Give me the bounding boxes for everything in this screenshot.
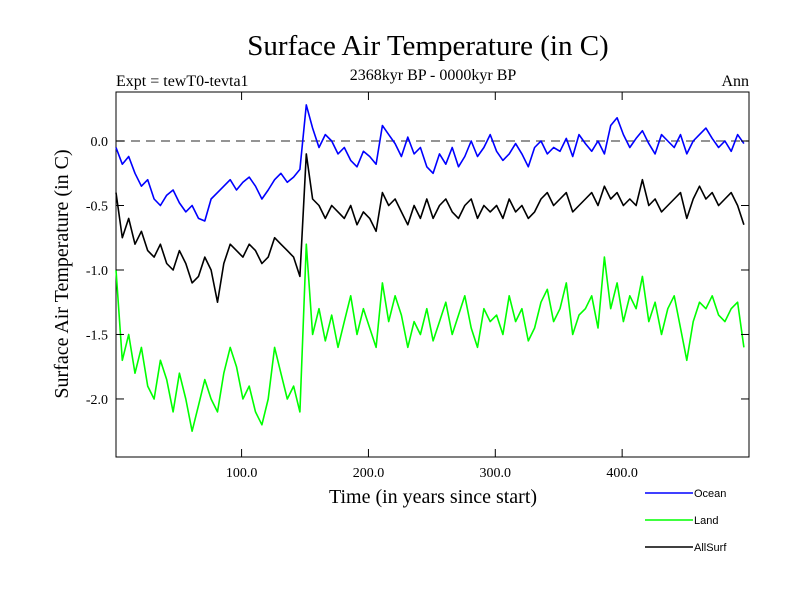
series-line-allsurf [115,153,745,304]
plot-frame [115,91,750,458]
series-line-ocean [115,104,745,222]
y-axis-label: Surface Air Temperature (in C) [51,149,73,398]
x-tick-label: 400.0 [606,466,638,481]
y-tick-label: -1.0 [86,264,108,279]
legend-label-land: Land [694,515,718,527]
legend: Ocean Land AllSurf [645,488,727,554]
x-axis-label: Time (in years since start) [329,486,537,508]
x-tick-label: 100.0 [226,466,258,481]
experiment-label: Expt = tewT0-tevta1 [116,73,249,90]
x-tick-label: 300.0 [480,466,512,481]
x-tick-label: 200.0 [353,466,385,481]
y-tick-label: -0.5 [86,199,108,214]
legend-label-allsurf: AllSurf [694,542,727,554]
chart-title: Surface Air Temperature (in C) [247,30,608,62]
chart-subtitle: 2368kyr BP - 0000kyr BP [350,67,517,84]
y-tick-label: -1.5 [86,328,108,343]
series-line-land [115,243,745,433]
y-tick-label: -2.0 [86,393,108,408]
season-label: Ann [721,73,749,90]
legend-label-ocean: Ocean [694,488,726,500]
y-tick-label: 0.0 [91,135,109,150]
